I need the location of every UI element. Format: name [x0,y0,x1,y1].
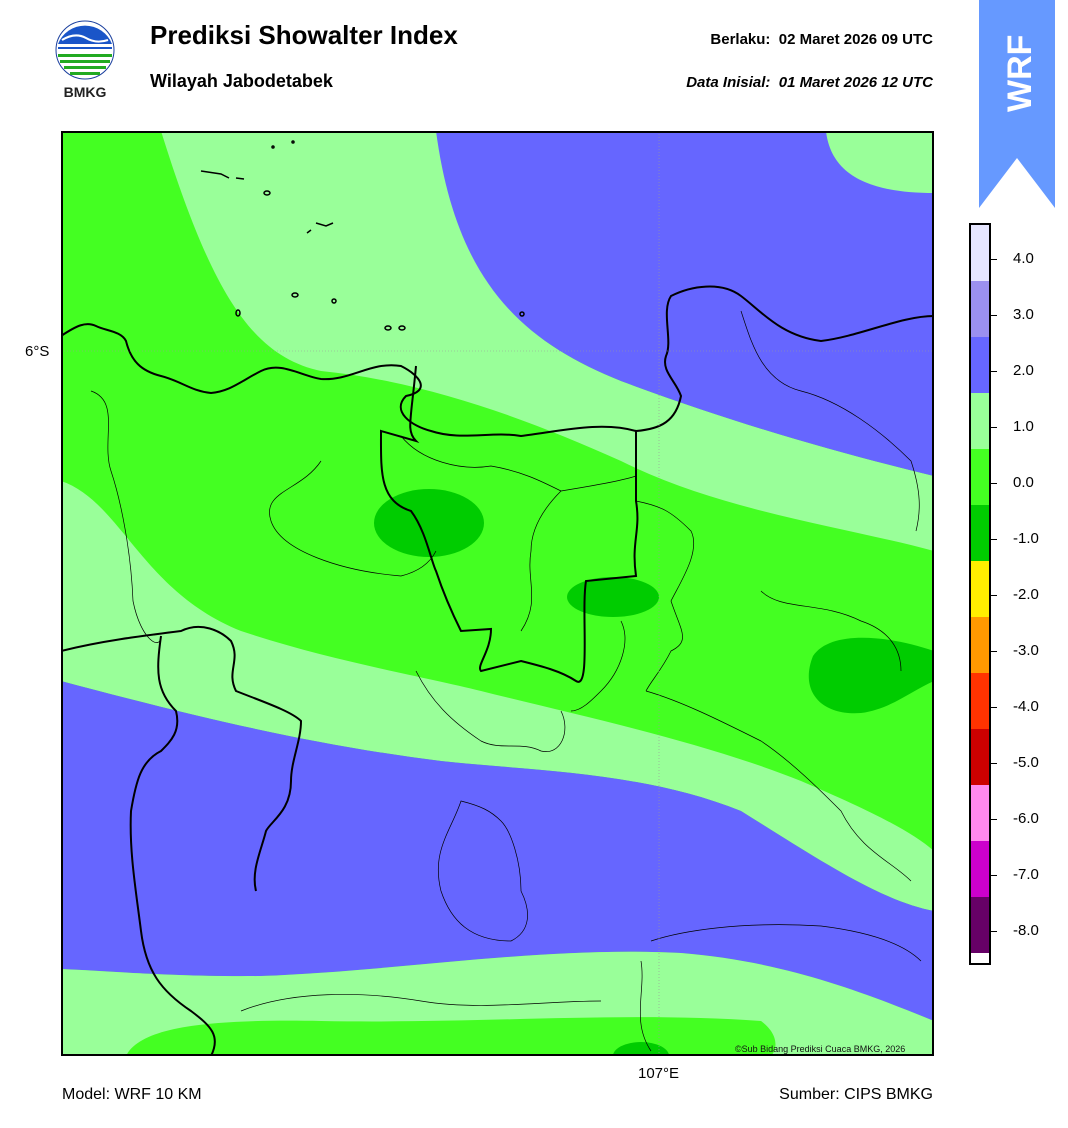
map-title: Prediksi Showalter Index [150,20,458,50]
source-label: Sumber: CIPS BMKG [779,1086,933,1103]
logo-text: BMKG [63,84,107,100]
colorbar-segment [971,617,989,673]
valid-time-label: Berlaku: 02 Maret 2026 09 UTC [710,31,933,48]
colorbar-tick-label: 2.0 [1013,362,1034,379]
colorbar-tick-label: -7.0 [1013,866,1039,883]
colorbar-segment [971,337,989,393]
contour-0-to-minus1-south [126,1017,776,1056]
wrf-badge-text: WRF [1001,35,1039,112]
credit-text: ©Sub Bidang Prediksi Cuaca BMKG, 2026 [735,1044,906,1054]
colorbar-tick [991,819,997,820]
colorbar-tick [991,651,997,652]
colorbar-tick [991,763,997,764]
colorbar-tick [991,315,997,316]
colorbar-tick [991,427,997,428]
contour-1-to-2-northeast [436,131,934,476]
bmkg-logo [55,20,115,80]
map-subtitle: Wilayah Jabodetabek [150,71,333,91]
colorbar-frame [969,223,991,965]
colorbar-segment [971,897,989,953]
contour-0-to-1-middle [61,481,934,911]
colorbar-tick-label: 4.0 [1013,250,1034,267]
colorbar-segment [971,449,989,505]
colorbar-tick-label: -6.0 [1013,810,1039,827]
colorbar-tick-label: -3.0 [1013,642,1039,659]
colorbar-segment [971,673,989,729]
lat-label: 6°S [25,343,50,360]
colorbar-tick-label: -5.0 [1013,754,1039,771]
colorbar-tick [991,595,997,596]
init-time-label: Data Inisial: 01 Maret 2026 12 UTC [686,74,933,91]
colorbar-segment [971,561,989,617]
contour-minus1-to-minus2-west [374,489,484,557]
colorbar [969,223,991,965]
colorbar-tick [991,931,997,932]
contour-1-to-2-south [61,681,934,1021]
lon-label: 107°E [638,1065,680,1082]
colorbar-tick-label: 0.0 [1013,474,1034,491]
colorbar-segment [971,841,989,897]
colorbar-segment [971,505,989,561]
colorbar-segment [971,281,989,337]
colorbar-tick [991,259,997,260]
model-label: Model: WRF 10 KM [62,1086,202,1103]
map-frame [61,131,934,1056]
contour-minus1-to-minus2-east [808,637,934,714]
regency-boundaries [90,310,922,1052]
colorbar-segment [971,393,989,449]
contour-0-to-1-corner [826,131,934,193]
colorbar-tick-label: -1.0 [1013,530,1039,547]
contour-minus1-to-minus2-center [567,577,659,617]
colorbar-tick-label: -2.0 [1013,586,1039,603]
colorbar-tick [991,875,997,876]
colorbar-tick [991,539,997,540]
contour-0-to-1-north [161,131,934,551]
colorbar-tick [991,371,997,372]
map-panel[interactable] [61,131,934,1056]
colorbar-tick [991,707,997,708]
colorbar-tick-label: 3.0 [1013,306,1034,323]
colorbar-tick-label: -4.0 [1013,698,1039,715]
province-boundaries [61,285,934,1056]
colorbar-segment [971,729,989,785]
colorbar-tick-label: -8.0 [1013,922,1039,939]
contour-minus1-to-minus2-bottom [613,1042,669,1056]
colorbar-segment [971,785,989,841]
colorbar-tick-label: 1.0 [1013,418,1034,435]
thousand-islands [200,140,525,331]
colorbar-segment [971,225,989,281]
colorbar-tick [991,483,997,484]
wrf-badge: WRF [979,0,1055,208]
